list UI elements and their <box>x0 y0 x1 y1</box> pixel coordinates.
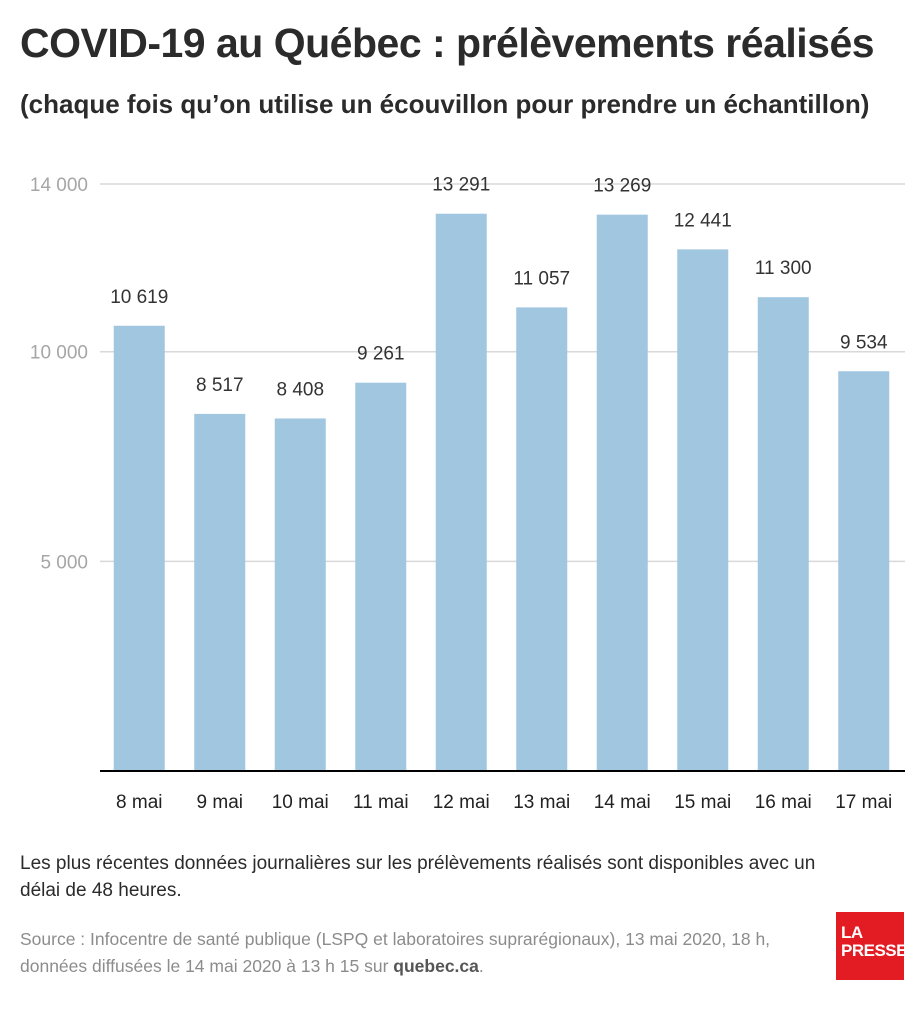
data-label: 12 441 <box>674 210 732 231</box>
chart-subtitle: (chaque fois qu’on utilise un écouvillon… <box>20 89 870 119</box>
source-link[interactable]: quebec.ca <box>393 956 479 976</box>
data-label: 9 534 <box>840 332 888 353</box>
bar <box>677 249 729 771</box>
chart-title: COVID-19 au Québec : prélèvements réalis… <box>20 20 875 66</box>
chart-note: Les plus récentes données journalières s… <box>20 853 816 901</box>
data-label: 8 517 <box>196 375 244 396</box>
bar <box>596 214 648 771</box>
source-end: . <box>478 956 484 976</box>
bar-chart: 5 000 10 000 14 000 10 619 8 mai 8 517 9 mai 8 … <box>30 175 905 813</box>
data-label: 13 291 <box>432 175 490 196</box>
x-tick-label: 13 mai <box>513 792 570 813</box>
data-label: 10 619 <box>110 287 168 308</box>
x-tick-label: 8 mai <box>116 792 162 813</box>
chart-source: Source : Infocentre de santé publique (L… <box>20 926 820 980</box>
x-tick-label: 10 mai <box>272 792 329 813</box>
bar <box>113 325 165 771</box>
bar <box>757 297 809 771</box>
x-tick-label: 15 mai <box>674 792 731 813</box>
la-presse-logo: LA PRESSE <box>836 912 907 980</box>
bar <box>355 382 407 771</box>
y-tick-label: 5 000 <box>40 552 88 573</box>
bar <box>435 213 487 771</box>
bar <box>194 413 246 771</box>
x-tick-label: 12 mai <box>433 792 490 813</box>
x-tick-label: 14 mai <box>594 792 651 813</box>
x-tick-label: 11 mai <box>353 792 409 813</box>
data-label: 11 057 <box>513 268 570 289</box>
data-label: 13 269 <box>593 176 651 197</box>
y-tick-label: 14 000 <box>30 175 88 196</box>
data-label: 9 261 <box>357 344 405 365</box>
x-tick-label: 16 mai <box>755 792 812 813</box>
bar <box>516 307 568 771</box>
logo-line1: LA <box>841 923 863 942</box>
bar <box>274 418 326 771</box>
data-label: 11 300 <box>755 258 812 279</box>
logo-line2: PRESSE <box>841 941 907 960</box>
source-text: Source : Infocentre de santé publique (L… <box>20 929 771 976</box>
x-tick-label: 17 mai <box>835 792 892 813</box>
bar <box>838 371 890 771</box>
data-label: 8 408 <box>276 379 324 400</box>
x-tick-label: 9 mai <box>197 792 243 813</box>
y-tick-label: 10 000 <box>30 343 88 364</box>
